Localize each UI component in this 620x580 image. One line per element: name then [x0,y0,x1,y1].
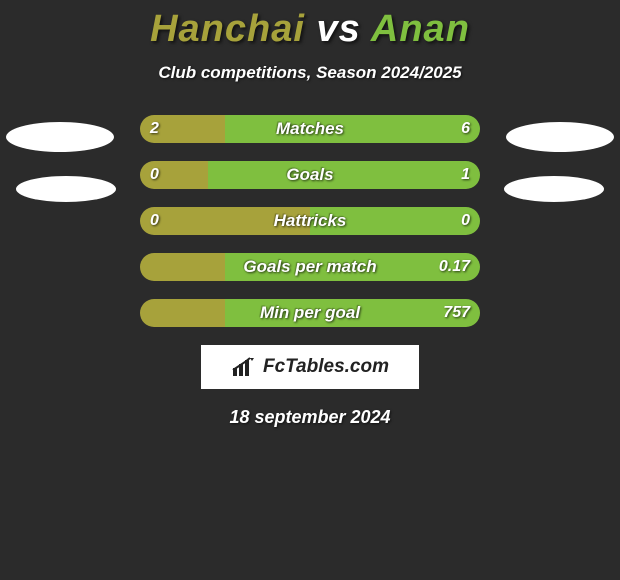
logo-chart-icon [231,356,259,378]
player1-name: Hanchai [150,8,305,50]
date-text: 18 september 2024 [0,407,620,428]
vs-text: vs [316,8,360,50]
bar-track [140,161,480,189]
bar-right-fill [310,207,480,235]
stat-row: Goals01 [0,161,620,189]
stat-row: Hattricks00 [0,207,620,235]
bar-left-fill [140,253,225,281]
player2-name: Anan [371,8,470,50]
logo-text: FcTables.com [263,356,389,378]
bar-right-fill [225,115,480,143]
bar-right-fill [208,161,480,189]
bar-track [140,115,480,143]
stat-row: Matches26 [0,115,620,143]
bar-left-fill [140,161,208,189]
subtitle: Club competitions, Season 2024/2025 [0,63,620,83]
stat-row: Goals per match0.17 [0,253,620,281]
page-title: Hanchai vs Anan [0,0,620,51]
bar-left-fill [140,207,310,235]
stats-bars: Matches26 Goals01 Hattricks00 Goals per mat… [0,115,620,327]
bar-track [140,207,480,235]
logo-box: FcTables.com [201,345,419,389]
bar-track [140,253,480,281]
logo-inner: FcTables.com [231,356,389,378]
infographic-container: Hanchai vs Anan Club competitions, Seaso… [0,0,620,580]
bar-left-fill [140,115,225,143]
bar-track [140,299,480,327]
stat-row: Min per goal757 [0,299,620,327]
bar-left-fill [140,299,225,327]
bar-right-fill [225,299,480,327]
bar-right-fill [225,253,480,281]
